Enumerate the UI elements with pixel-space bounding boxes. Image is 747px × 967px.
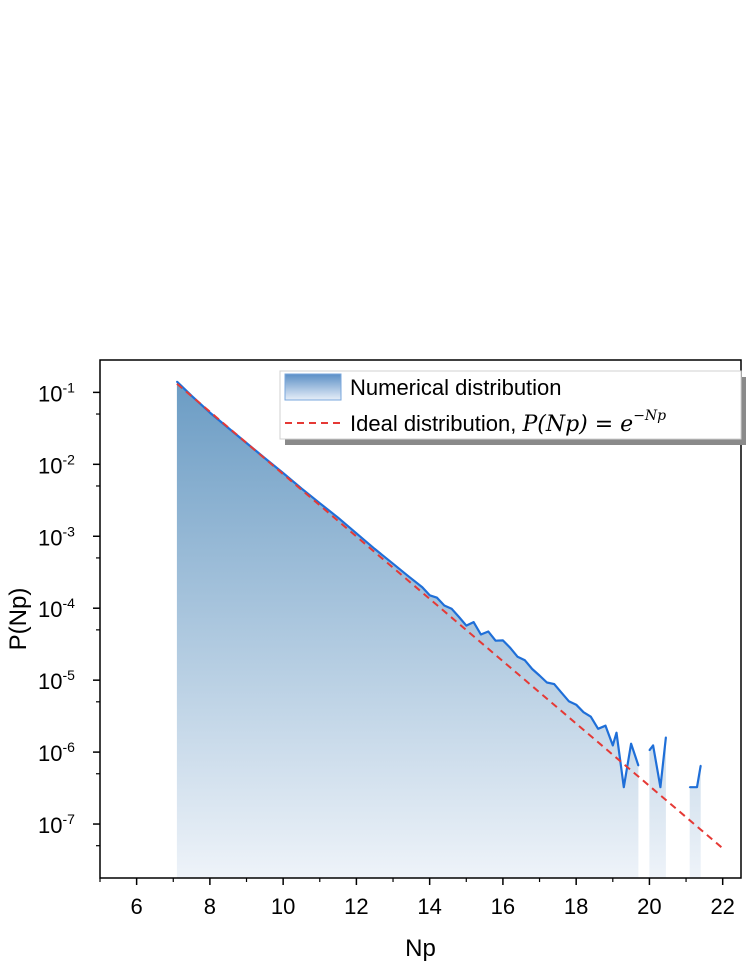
numerical-line-layer (176, 380, 702, 789)
x-axis-ticks: 6 8 10 12 14 16 18 20 22 (99, 878, 735, 919)
numerical-data-point (509, 647, 512, 649)
plot-frame (99, 359, 742, 879)
numerical-data-point (612, 744, 614, 747)
numerical-data-point (480, 633, 482, 636)
numerical-data-point (465, 624, 468, 627)
numerical-data-point (568, 700, 570, 702)
numerical-line-segment (648, 737, 667, 789)
numerical-data-point (597, 728, 599, 730)
numerical-data-point (648, 749, 651, 752)
x-tick-label: 6 (131, 894, 143, 919)
numerical-data-point (590, 715, 592, 718)
y-tick-label: 10-4 (38, 595, 75, 622)
y-tick-label: 10-3 (38, 523, 75, 550)
y-axis-title: P(Np) (5, 588, 32, 651)
numerical-data-point (582, 711, 585, 713)
numerical-data-point (560, 691, 563, 694)
numerical-data-point (443, 604, 446, 607)
legend-formula: P(Np) = e (521, 412, 633, 437)
numerical-data-point (373, 548, 376, 550)
numerical-data-point (502, 639, 504, 642)
numerical-data-point (659, 786, 662, 788)
numerical-area-layer (176, 381, 701, 878)
numerical-data-point (665, 736, 667, 738)
numerical-data-point (652, 744, 654, 747)
legend-label-ideal-prefix: Ideal distribution, (350, 411, 522, 436)
numerical-data-point (516, 656, 519, 658)
numerical-data-point (615, 731, 618, 734)
numerical-data-point (406, 574, 409, 577)
y-tick-label: 10-5 (38, 667, 75, 694)
numerical-data-point (472, 621, 475, 623)
numerical-data-point (337, 516, 339, 519)
x-axis-title: Np (405, 935, 436, 962)
legend-box (279, 370, 742, 440)
numerical-data-point (450, 607, 453, 610)
numerical-data-point (696, 786, 698, 788)
numerical-data-point (531, 668, 533, 670)
numerical-data-point (688, 786, 691, 788)
numerical-data-point (209, 411, 211, 414)
legend-label-numerical: Numerical distribution (350, 375, 562, 400)
numerical-data-point (699, 764, 702, 767)
numerical-data-point (630, 742, 632, 745)
numerical-data-point (553, 683, 555, 685)
x-tick-label: 18 (564, 894, 588, 919)
numerical-data-point (524, 659, 526, 662)
numerical-data-point (355, 532, 358, 535)
numerical-data-point (392, 562, 394, 565)
plot-area (176, 380, 724, 878)
x-tick-label: 22 (710, 894, 734, 919)
numerical-data-point (319, 502, 321, 505)
numerical-data-point (428, 594, 431, 597)
x-tick-label: 16 (491, 894, 515, 919)
x-tick-label: 10 (271, 894, 295, 919)
numerical-area-segment (649, 737, 666, 878)
numerical-data-point (176, 380, 178, 383)
numerical-data-point (637, 764, 640, 767)
legend-swatch-numerical (284, 373, 342, 401)
legend: Numerical distribution Ideal distributio… (279, 370, 746, 445)
numerical-data-point (604, 724, 607, 727)
y-axis-ticks: 10-1 10-2 10-3 10-4 10-5 10-6 10-7 (38, 379, 100, 847)
y-tick-label: 10-2 (38, 451, 75, 478)
x-tick-label: 14 (417, 894, 441, 919)
numerical-data-point (546, 681, 548, 684)
x-tick-label: 20 (637, 894, 661, 919)
numerical-data-point (623, 786, 625, 788)
y-tick-label: 10-1 (38, 379, 75, 406)
numerical-data-point (458, 616, 460, 618)
x-tick-label: 8 (204, 894, 216, 919)
y-tick-label: 10-6 (38, 739, 75, 766)
legend-label-ideal: Ideal distribution, P(Np) = e−Np (350, 408, 666, 437)
numerical-data-point (487, 630, 490, 633)
x-tick-label: 12 (344, 894, 368, 919)
numerical-data-point (494, 639, 497, 642)
y-tick-label: 10-7 (38, 811, 75, 838)
numerical-area-segment (176, 381, 639, 878)
numerical-area-segment (689, 765, 701, 878)
numerical-data-point (575, 703, 577, 706)
numerical-data-point (227, 427, 229, 429)
numerical-data-point (436, 596, 438, 599)
numerical-data-point (538, 674, 541, 677)
legend-formula-exponent: −Np (633, 408, 666, 424)
numerical-data-point (421, 586, 424, 588)
